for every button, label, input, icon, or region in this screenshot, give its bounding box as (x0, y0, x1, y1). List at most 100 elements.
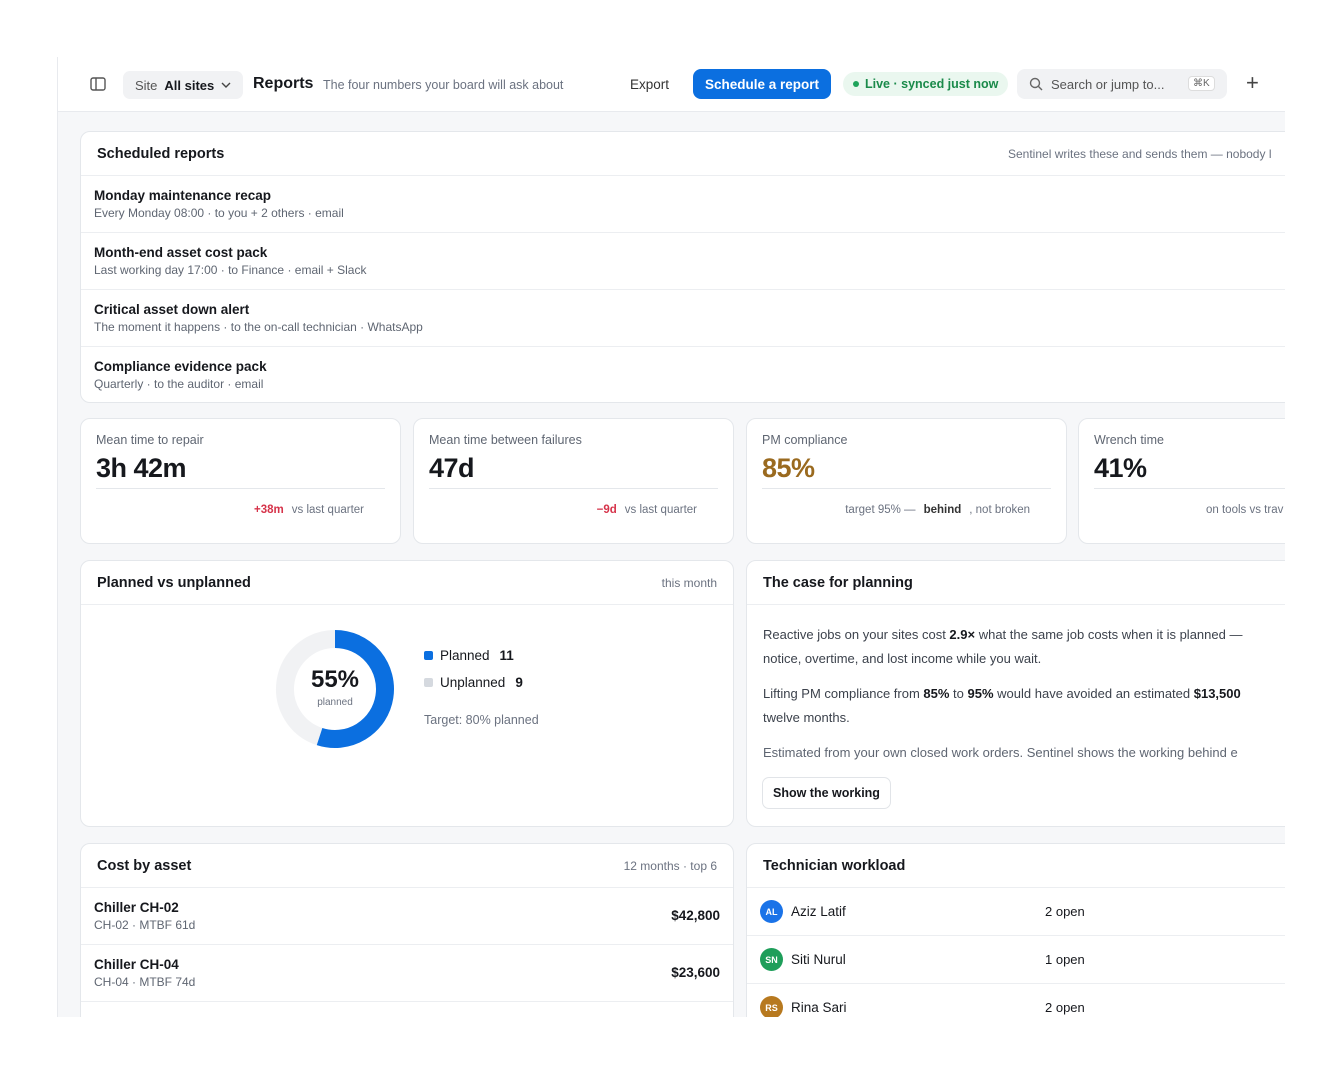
cost-card: Cost by asset 12 months · top 6 Chiller C… (80, 843, 734, 1017)
technician-name: Rina Sari (791, 1000, 847, 1015)
card-header: Planned vs unplanned this month (81, 561, 733, 605)
text-bold: $13,500 (1193, 686, 1241, 701)
divider (1094, 488, 1285, 489)
divider (96, 488, 385, 489)
kpi-card: Mean time between failures 47d −9d vs last … (413, 418, 734, 544)
scheduled-card: Scheduled reports Sentinel writes these … (80, 131, 1285, 403)
asset-cost: $42,800 (671, 908, 720, 923)
kpi-note: +38m vs last quarter (254, 504, 364, 516)
report-row: Critical asset down alert The moment it h… (81, 290, 1285, 347)
text: to (949, 686, 968, 701)
workload-card: Technician workload AL Aziz Latif 2 open SN… (746, 843, 1285, 1017)
technician-row: AL Aziz Latif 2 open (747, 888, 1285, 936)
divider (762, 488, 1051, 489)
live-dot (853, 81, 859, 87)
kpi-note: on tools vs trav (1206, 504, 1283, 516)
report-row: Compliance evidence pack Quarterly · to t… (81, 347, 1285, 402)
note: , not broken (969, 504, 1030, 516)
text: would have avoided an estimated (993, 686, 1194, 701)
cost-row: Chiller CH-04 CH-04 · MTBF 74d $23,600 (81, 945, 733, 1002)
kpi-value: 41% (1094, 453, 1147, 483)
kpi-card: PM compliance 85% target 95% — behind , not … (746, 418, 1067, 544)
topbar: Site All sites Reports The four numbers … (58, 57, 1285, 112)
text: Lifting PM compliance from (763, 686, 924, 701)
schedule-button[interactable]: Schedule a report (693, 69, 831, 99)
card-header: The case for planning (747, 561, 1285, 605)
open-count: 2 open (1045, 904, 1085, 919)
card-title: The case for planning (763, 574, 913, 591)
avatar: SN (760, 948, 783, 971)
donut-center-label: 55% (311, 666, 359, 693)
legend-label: Unplanned (440, 675, 505, 690)
text-bold: 95% (967, 686, 994, 701)
site-value: All sites (164, 77, 215, 93)
legend-swatch (424, 678, 433, 687)
note: vs last quarter (624, 504, 697, 516)
kpi-label: Wrench time (1094, 433, 1164, 447)
search-icon (1029, 77, 1043, 91)
card-note: Sentinel writes these and sends them — n… (1008, 146, 1272, 161)
text-bold: 85% (923, 686, 950, 701)
card-title: Planned vs unplanned (97, 574, 251, 591)
donut-chart: 55% planned Planned 11 Unplanned 9 Target: 80%… (276, 630, 539, 748)
app: Site All sites Reports The four numbers … (57, 57, 1285, 1017)
text: what the same job costs when it is plann… (975, 627, 1243, 642)
show-working-button[interactable]: Show the working (762, 777, 891, 809)
asset-detail: CH-02 · MTBF 61d (94, 918, 196, 932)
note: vs last quarter (291, 504, 364, 516)
sidebar-toggle[interactable] (90, 77, 106, 91)
donut-annotation: Target: 80% planned (424, 713, 539, 727)
kpi-value: 3h 42m (96, 453, 187, 483)
page-subtitle: The four numbers your board will ask abo… (323, 78, 564, 92)
legend-value: 9 (515, 675, 523, 690)
avatar: RS (760, 996, 783, 1017)
card-title: Scheduled reports (97, 145, 225, 162)
chevron (221, 82, 231, 88)
text: twelve months. (763, 710, 850, 725)
kpi-note: target 95% — behind , not broken (845, 504, 1030, 516)
paragraph: Reactive jobs on your sites cost 2.9× wh… (763, 623, 1242, 671)
note-bold: behind (923, 504, 962, 516)
site-label: Site (135, 77, 158, 93)
technician-name: Aziz Latif (791, 904, 846, 919)
search[interactable]: Search or jump to... ⌘K (1017, 69, 1227, 99)
legend-label: Planned (440, 648, 490, 663)
asset-detail: CH-04 · MTBF 74d (94, 975, 196, 989)
report-title: Month-end asset cost pack (94, 245, 268, 260)
open-count: 2 open (1045, 1000, 1085, 1015)
live-status: Live · synced just now (865, 77, 999, 91)
asset-name: Chiller CH-04 (94, 957, 179, 972)
note: target 95% — (845, 504, 916, 516)
card-note: this month (661, 575, 717, 590)
text: Reactive jobs on your sites cost (763, 627, 950, 642)
paragraph: Estimated from your own closed work orde… (763, 745, 1238, 760)
shortcut: ⌘K (1188, 76, 1215, 91)
kpi-value: 47d (429, 453, 475, 483)
report-detail: Every Monday 08:00 · to you + 2 others ·… (94, 206, 344, 220)
export[interactable]: Export (630, 77, 670, 92)
legend-swatch (424, 651, 433, 660)
donut-segment (276, 630, 336, 746)
card-title: Cost by asset (97, 857, 192, 874)
search-placeholder: Search or jump to... (1051, 77, 1165, 92)
report-row: Month-end asset cost pack Last working da… (81, 233, 1285, 290)
kpi-value: 85% (762, 453, 815, 483)
text-bold: 2.9× (949, 627, 976, 642)
donut-card: Planned vs unplanned this month 55% planne… (80, 560, 734, 827)
legend-value: 11 (500, 648, 515, 663)
site-select[interactable]: Site All sites (123, 71, 244, 99)
report-detail: The moment it happens · to the on-call t… (94, 320, 423, 334)
donut-center-sublabel: planned (317, 697, 353, 708)
open-count: 1 open (1045, 952, 1085, 967)
technician-row: RS Rina Sari 2 open (747, 984, 1285, 1017)
technician-row: SN Siti Nurul 1 open (747, 936, 1285, 984)
page-title: Reports (253, 75, 314, 92)
donut-segment (316, 630, 394, 748)
divider (429, 488, 718, 489)
report-title: Critical asset down alert (94, 302, 250, 317)
asset-cost: $23,600 (671, 965, 720, 980)
report-row: Monday maintenance recap Every Monday 08:… (81, 176, 1285, 233)
asset-name: Chiller CH-02 (94, 900, 179, 915)
add-button[interactable]: + (1246, 70, 1259, 95)
report-detail: Last working day 17:00 · to Finance · em… (94, 263, 367, 277)
